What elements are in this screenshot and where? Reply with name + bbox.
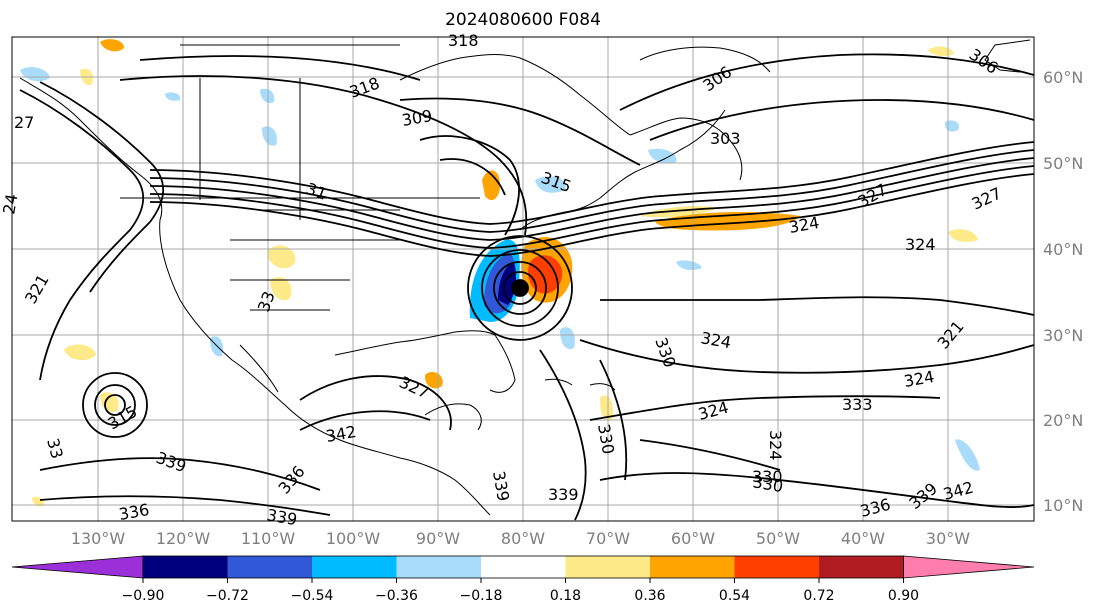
latitude-label: 20°N (1043, 411, 1083, 430)
longitude-label: 50°W (756, 529, 800, 548)
contour-label: 303 (710, 129, 741, 148)
colorbar-segment (481, 556, 566, 578)
colorbar-tick-label: −0.18 (460, 588, 503, 604)
longitude-label: 60°W (671, 529, 715, 548)
map-title: 2024080600 F084 (445, 10, 601, 30)
shade-patch (20, 67, 50, 82)
colorbar-segment (650, 556, 735, 578)
longitude-label: 80°W (501, 529, 545, 548)
shade-patch (648, 148, 677, 164)
colorbar-ticks (142, 578, 904, 583)
longitude-axis: 130°W 120°W 110°W 100°W 90°W 80°W 70°W 6… (71, 529, 970, 548)
colorbar-segment (227, 556, 312, 578)
colorbar-tick-label: −0.72 (206, 588, 249, 604)
latitude-label: 10°N (1043, 496, 1083, 515)
colorbar-segment (565, 556, 650, 578)
shade-patch (260, 88, 275, 104)
colorbar-tick-label: 0.18 (550, 588, 581, 604)
negative-anomaly-center (498, 262, 516, 305)
shade-patch (210, 336, 224, 357)
shade-patch (560, 327, 575, 350)
longitude-label: 40°W (841, 529, 885, 548)
contour-label: 27 (14, 113, 34, 132)
shaded-fields (20, 39, 980, 507)
contour-label: 33 (43, 436, 67, 461)
colorbar-segment (143, 556, 228, 578)
longitude-label: 110°W (241, 529, 296, 548)
contour-label: 324 (905, 235, 936, 254)
latitude-label: 30°N (1043, 326, 1083, 345)
colorbar-low-arrow (11, 555, 144, 579)
colorbar: −0.90 −0.72 −0.54 −0.36 −0.18 0.18 0.36 … (11, 555, 1035, 604)
storm-center (512, 280, 528, 296)
colorbar-frame (142, 555, 904, 579)
shade-patch (955, 439, 980, 471)
colorbar-tick-label: −0.54 (291, 588, 334, 604)
contour-label: 324 (766, 430, 785, 461)
shade-patch (268, 245, 296, 269)
colorbar-segment (734, 556, 819, 578)
colorbar-tick-label: 0.72 (803, 588, 834, 604)
colorbar-tick-label: 0.90 (888, 588, 919, 604)
contour-label: 318 (448, 31, 479, 50)
colorbar-tick-label: 0.36 (634, 588, 665, 604)
graticule (12, 37, 1034, 521)
longitude-label: 30°W (926, 529, 970, 548)
longitude-label: 70°W (586, 529, 630, 548)
colorbar-segment (312, 556, 397, 578)
colorbar-tick-label: −0.90 (122, 588, 165, 604)
contour-label: 339 (265, 505, 298, 529)
latitude-label: 40°N (1043, 240, 1083, 259)
shade-patch (64, 344, 96, 361)
longitude-label: 120°W (156, 529, 211, 548)
shade-patch (270, 277, 292, 301)
contour-label: 24 (0, 192, 21, 215)
colorbar-tick-label: −0.36 (375, 588, 418, 604)
colorbar-high-arrow (903, 555, 1035, 579)
latitude-axis: 60°N 50°N 40°N 30°N 20°N 10°N (1043, 68, 1083, 515)
map-panel: 318 318 306 306 309 303 27 315 327 324 3… (0, 31, 1035, 529)
colorbar-segment (819, 556, 904, 578)
colorbar-tick-label: 0.54 (719, 588, 750, 604)
latitude-label: 50°N (1043, 154, 1083, 173)
shade-patch (262, 126, 277, 146)
contour-lines (19, 53, 1035, 521)
shade-patch (676, 260, 702, 270)
longitude-label: 130°W (71, 529, 126, 548)
contour-label: 339 (548, 485, 579, 504)
shade-patch (165, 92, 181, 101)
map-frame (11, 36, 1035, 522)
latitude-label: 60°N (1043, 68, 1083, 87)
contour-label: 330 (752, 467, 783, 486)
colorbar-segment (396, 556, 481, 578)
longitude-label: 90°W (416, 529, 460, 548)
shade-patch (100, 39, 125, 52)
longitude-label: 100°W (326, 529, 381, 548)
shade-patch (535, 176, 566, 193)
positive-anomaly-inner (528, 255, 563, 294)
shade-patch (948, 229, 978, 242)
shade-patch (600, 395, 613, 421)
contour-label: 333 (842, 395, 873, 414)
